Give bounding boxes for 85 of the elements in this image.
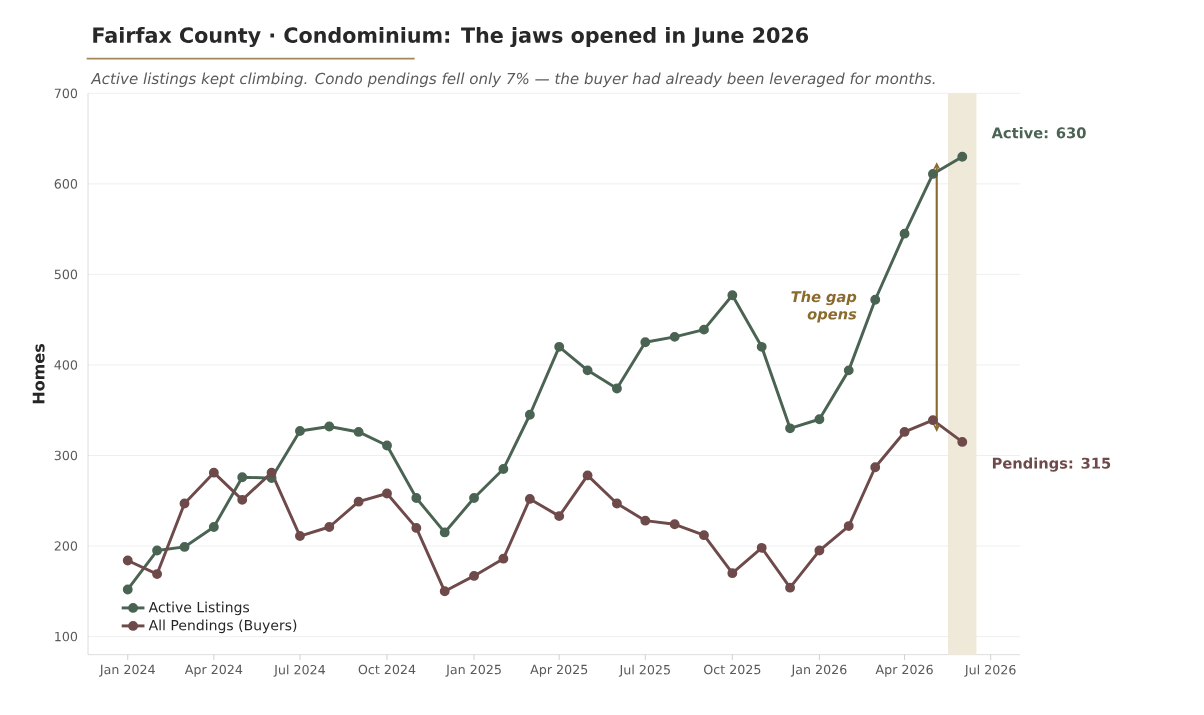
point — [498, 553, 509, 564]
point — [469, 493, 479, 504]
x-tick-label: Jul 2026 — [964, 664, 1016, 678]
point — [669, 519, 680, 530]
point — [382, 440, 392, 451]
point — [554, 511, 565, 522]
point — [237, 472, 248, 483]
y-tick-label: 300 — [54, 450, 78, 461]
legend-label: All Pendings (Buyers) — [148, 619, 297, 634]
annotation: Pendings: 315 — [992, 457, 1111, 472]
point — [756, 342, 767, 352]
point — [353, 496, 364, 507]
point — [411, 493, 422, 504]
point — [524, 409, 535, 420]
point — [640, 515, 651, 526]
x-tick-label: Jul 2024 — [273, 664, 326, 678]
point — [295, 426, 305, 437]
point — [785, 582, 796, 593]
point — [640, 337, 651, 348]
point — [582, 365, 593, 376]
y-tick-label: 400 — [54, 360, 78, 370]
legend-label: Active Listings — [148, 601, 250, 616]
point — [266, 467, 277, 478]
y-axis-title: Homes — [32, 344, 45, 404]
point — [324, 522, 335, 533]
point — [582, 470, 593, 481]
point — [208, 467, 219, 478]
point — [179, 498, 190, 509]
point — [727, 568, 738, 579]
annotation: Active: 630 — [991, 127, 1086, 139]
x-tick-label: Oct 2024 — [358, 664, 416, 675]
point — [411, 523, 422, 534]
y-tick-label: 200 — [54, 541, 78, 551]
point — [152, 569, 163, 580]
y-tick-label: 500 — [54, 269, 78, 280]
point — [295, 531, 305, 542]
point — [237, 495, 248, 505]
point — [756, 543, 767, 553]
point — [727, 290, 738, 301]
point — [814, 414, 825, 425]
point — [843, 521, 854, 532]
point — [870, 294, 881, 305]
point — [611, 498, 622, 509]
point — [699, 324, 709, 335]
point — [669, 332, 680, 342]
point — [439, 586, 450, 597]
x-tick-label: Oct 2025 — [703, 664, 761, 675]
point — [899, 427, 910, 438]
point — [122, 555, 133, 566]
x-tick-label: Jan 2025 — [445, 664, 501, 677]
point — [179, 542, 190, 553]
point — [524, 494, 535, 505]
x-tick-label: Jan 2026 — [790, 664, 847, 677]
x-tick-label: Apr 2024 — [184, 664, 243, 677]
point — [122, 584, 133, 595]
point — [785, 423, 796, 434]
chart-subtitle: Active listings kept climbing. Condo pendings fell only 7% — the buyer had already been leveraged for months. — [90, 72, 935, 88]
y-tick-label: 700 — [54, 88, 78, 99]
point — [957, 151, 968, 162]
point — [699, 530, 709, 541]
y-tick-label: 100 — [55, 631, 78, 642]
x-tick-label: Jul 2025 — [618, 664, 670, 678]
x-tick-label: Jan 2024 — [99, 664, 155, 677]
chart-title: Fairfax County · Condominium: The jaws opened in June 2026 — [93, 27, 809, 48]
point — [439, 527, 450, 538]
x-tick-label: Apr 2026 — [875, 664, 933, 677]
point — [554, 342, 565, 352]
point — [152, 545, 163, 556]
point — [843, 365, 854, 376]
point — [382, 488, 392, 499]
point — [611, 383, 622, 394]
point — [324, 421, 335, 432]
point — [928, 415, 938, 426]
point — [899, 228, 910, 239]
point — [498, 464, 509, 475]
y-tick-label: 600 — [54, 179, 78, 189]
point — [928, 169, 938, 180]
point — [814, 545, 825, 556]
x-tick-label: Apr 2025 — [530, 664, 588, 677]
point — [870, 462, 881, 473]
point — [208, 522, 219, 533]
point — [353, 427, 364, 438]
point — [469, 571, 479, 581]
annotation: The gap opens — [791, 291, 857, 323]
point — [957, 437, 968, 448]
